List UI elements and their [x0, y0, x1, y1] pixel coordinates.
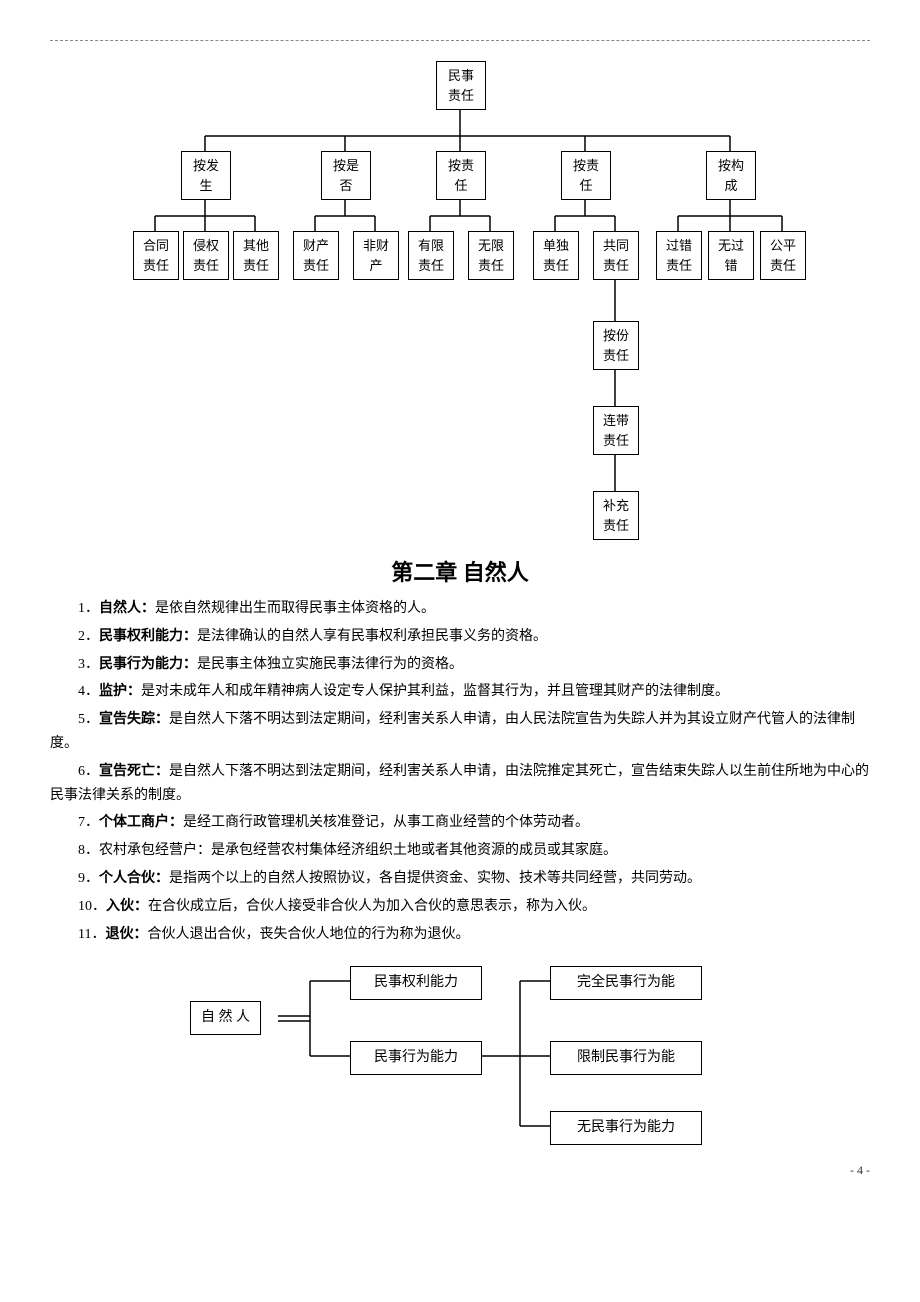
mini-root: 自 然 人	[190, 1001, 261, 1035]
definition-term: 退伙：	[105, 927, 147, 942]
definition-term: 个体工商户：	[99, 815, 183, 830]
definition-item: 10．入伙：在合伙成立后，合伙人接受非合伙人为加入合伙的意思表示，称为入伙。	[50, 895, 870, 919]
mini-mid-0: 民事权利能力	[350, 966, 482, 1000]
definition-term: 民事权利能力：	[99, 629, 197, 644]
definition-term: 民事行为能力：	[99, 657, 197, 672]
branch-3: 按责任	[561, 151, 611, 200]
tree-root: 民事责任	[436, 61, 486, 110]
definition-number: 3．	[78, 657, 99, 672]
definition-text: 是自然人下落不明达到法定期间，经利害关系人申请，由法院推定其死亡，宣告结束失踪人…	[50, 764, 869, 803]
definition-term: 个人合伙：	[99, 871, 169, 886]
definition-term: 监护：	[99, 684, 141, 699]
leaf: 非财产	[353, 231, 399, 280]
definition-number: 10．	[78, 899, 106, 914]
definition-term: 自然人：	[99, 601, 155, 616]
co-child-1: 连带责任	[593, 406, 639, 455]
definition-text: 是民事主体独立实施民事法律行为的资格。	[197, 657, 463, 672]
definition-list: 1．自然人：是依自然规律出生而取得民事主体资格的人。 2．民事权利能力：是法律确认…	[50, 597, 870, 946]
mini-right-2: 无民事行为能力	[550, 1111, 702, 1145]
mini-right-0: 完全民事行为能	[550, 966, 702, 1000]
definition-number: 5．	[78, 712, 99, 727]
definition-number: 8．	[78, 843, 99, 858]
tree-connectors	[50, 51, 870, 551]
definition-item: 2．民事权利能力：是法律确认的自然人享有民事权利承担民事义务的资格。	[50, 625, 870, 649]
leaf: 公平责任	[760, 231, 806, 280]
leaf: 过错责任	[656, 231, 702, 280]
page-number: - 4 -	[850, 1163, 870, 1178]
definition-text: 是经工商行政管理机关核准登记，从事工商业经营的个体劳动者。	[183, 815, 589, 830]
leaf: 财产责任	[293, 231, 339, 280]
branch-1: 按是否	[321, 151, 371, 200]
definition-term: 入伙：	[106, 899, 148, 914]
leaf: 单独责任	[533, 231, 579, 280]
leaf: 无过错	[708, 231, 754, 280]
leaf-joint: 共同责任	[593, 231, 639, 280]
definition-number: 2．	[78, 629, 99, 644]
co-child-0: 按份责任	[593, 321, 639, 370]
branch-4: 按构成	[706, 151, 756, 200]
definition-text: 合伙人退出合伙，丧失合伙人地位的行为称为退伙。	[147, 927, 469, 942]
definition-number: 9．	[78, 871, 99, 886]
definition-number: 7．	[78, 815, 99, 830]
definition-text: 农村承包经营户：是承包经营农村集体经济组织土地或者其他资源的成员或其家庭。	[99, 843, 617, 858]
leaf: 侵权责任	[183, 231, 229, 280]
definition-item: 5．宣告失踪：是自然人下落不明达到法定期间，经利害关系人申请，由人民法院宣告为失…	[50, 708, 870, 756]
definition-item: 9．个人合伙：是指两个以上的自然人按照协议，各自提供资金、实物、技术等共同经营，…	[50, 867, 870, 891]
leaf: 有限责任	[408, 231, 454, 280]
leaf: 其他责任	[233, 231, 279, 280]
definition-item: 6．宣告死亡：是自然人下落不明达到法定期间，经利害关系人申请，由法院推定其死亡，…	[50, 760, 870, 808]
top-dash-rule	[50, 40, 870, 41]
chapter-title: 第二章 自然人	[50, 555, 870, 587]
definition-number: 4．	[78, 684, 99, 699]
definition-number: 1．	[78, 601, 99, 616]
definition-text: 在合伙成立后，合伙人接受非合伙人为加入合伙的意思表示，称为入伙。	[148, 899, 596, 914]
co-child-2: 补充责任	[593, 491, 639, 540]
definition-item: 4．监护：是对未成年人和成年精神病人设定专人保护其利益，监督其行为，并且管理其财…	[50, 680, 870, 704]
definition-item: 7．个体工商户：是经工商行政管理机关核准登记，从事工商业经营的个体劳动者。	[50, 811, 870, 835]
definition-item: 1．自然人：是依自然规律出生而取得民事主体资格的人。	[50, 597, 870, 621]
definition-number: 11．	[78, 927, 105, 942]
definition-text: 是指两个以上的自然人按照协议，各自提供资金、实物、技术等共同经营，共同劳动。	[169, 871, 701, 886]
civil-liability-tree: 民事责任 按发生 按是否 按责任 按责任 按构成 合同责任 侵权责任 其他责任 …	[50, 51, 870, 551]
definition-item: 3．民事行为能力：是民事主体独立实施民事法律行为的资格。	[50, 653, 870, 677]
branch-2: 按责任	[436, 151, 486, 200]
leaf: 无限责任	[468, 231, 514, 280]
definition-text: 是依自然规律出生而取得民事主体资格的人。	[155, 601, 435, 616]
definition-text: 是自然人下落不明达到法定期间，经利害关系人申请，由人民法院宣告为失踪人并为其设立…	[50, 712, 855, 751]
leaf: 合同责任	[133, 231, 179, 280]
branch-0: 按发生	[181, 151, 231, 200]
definition-number: 6．	[78, 764, 99, 779]
definition-item: 11．退伙：合伙人退出合伙，丧失合伙人地位的行为称为退伙。	[50, 923, 870, 947]
definition-text: 是对未成年人和成年精神病人设定专人保护其利益，监督其行为，并且管理其财产的法律制…	[141, 684, 729, 699]
definition-term: 宣告失踪：	[99, 712, 169, 727]
mini-right-1: 限制民事行为能	[550, 1041, 702, 1075]
definition-term: 宣告死亡：	[99, 764, 169, 779]
definition-item: 8．农村承包经营户：是承包经营农村集体经济组织土地或者其他资源的成员或其家庭。	[50, 839, 870, 863]
definition-text: 是法律确认的自然人享有民事权利承担民事义务的资格。	[197, 629, 547, 644]
natural-person-diagram: 自 然 人 民事权利能力 民事行为能力 完全民事行为能 限制民事行为能 无民事行…	[50, 956, 870, 1156]
mini-mid-1: 民事行为能力	[350, 1041, 482, 1075]
